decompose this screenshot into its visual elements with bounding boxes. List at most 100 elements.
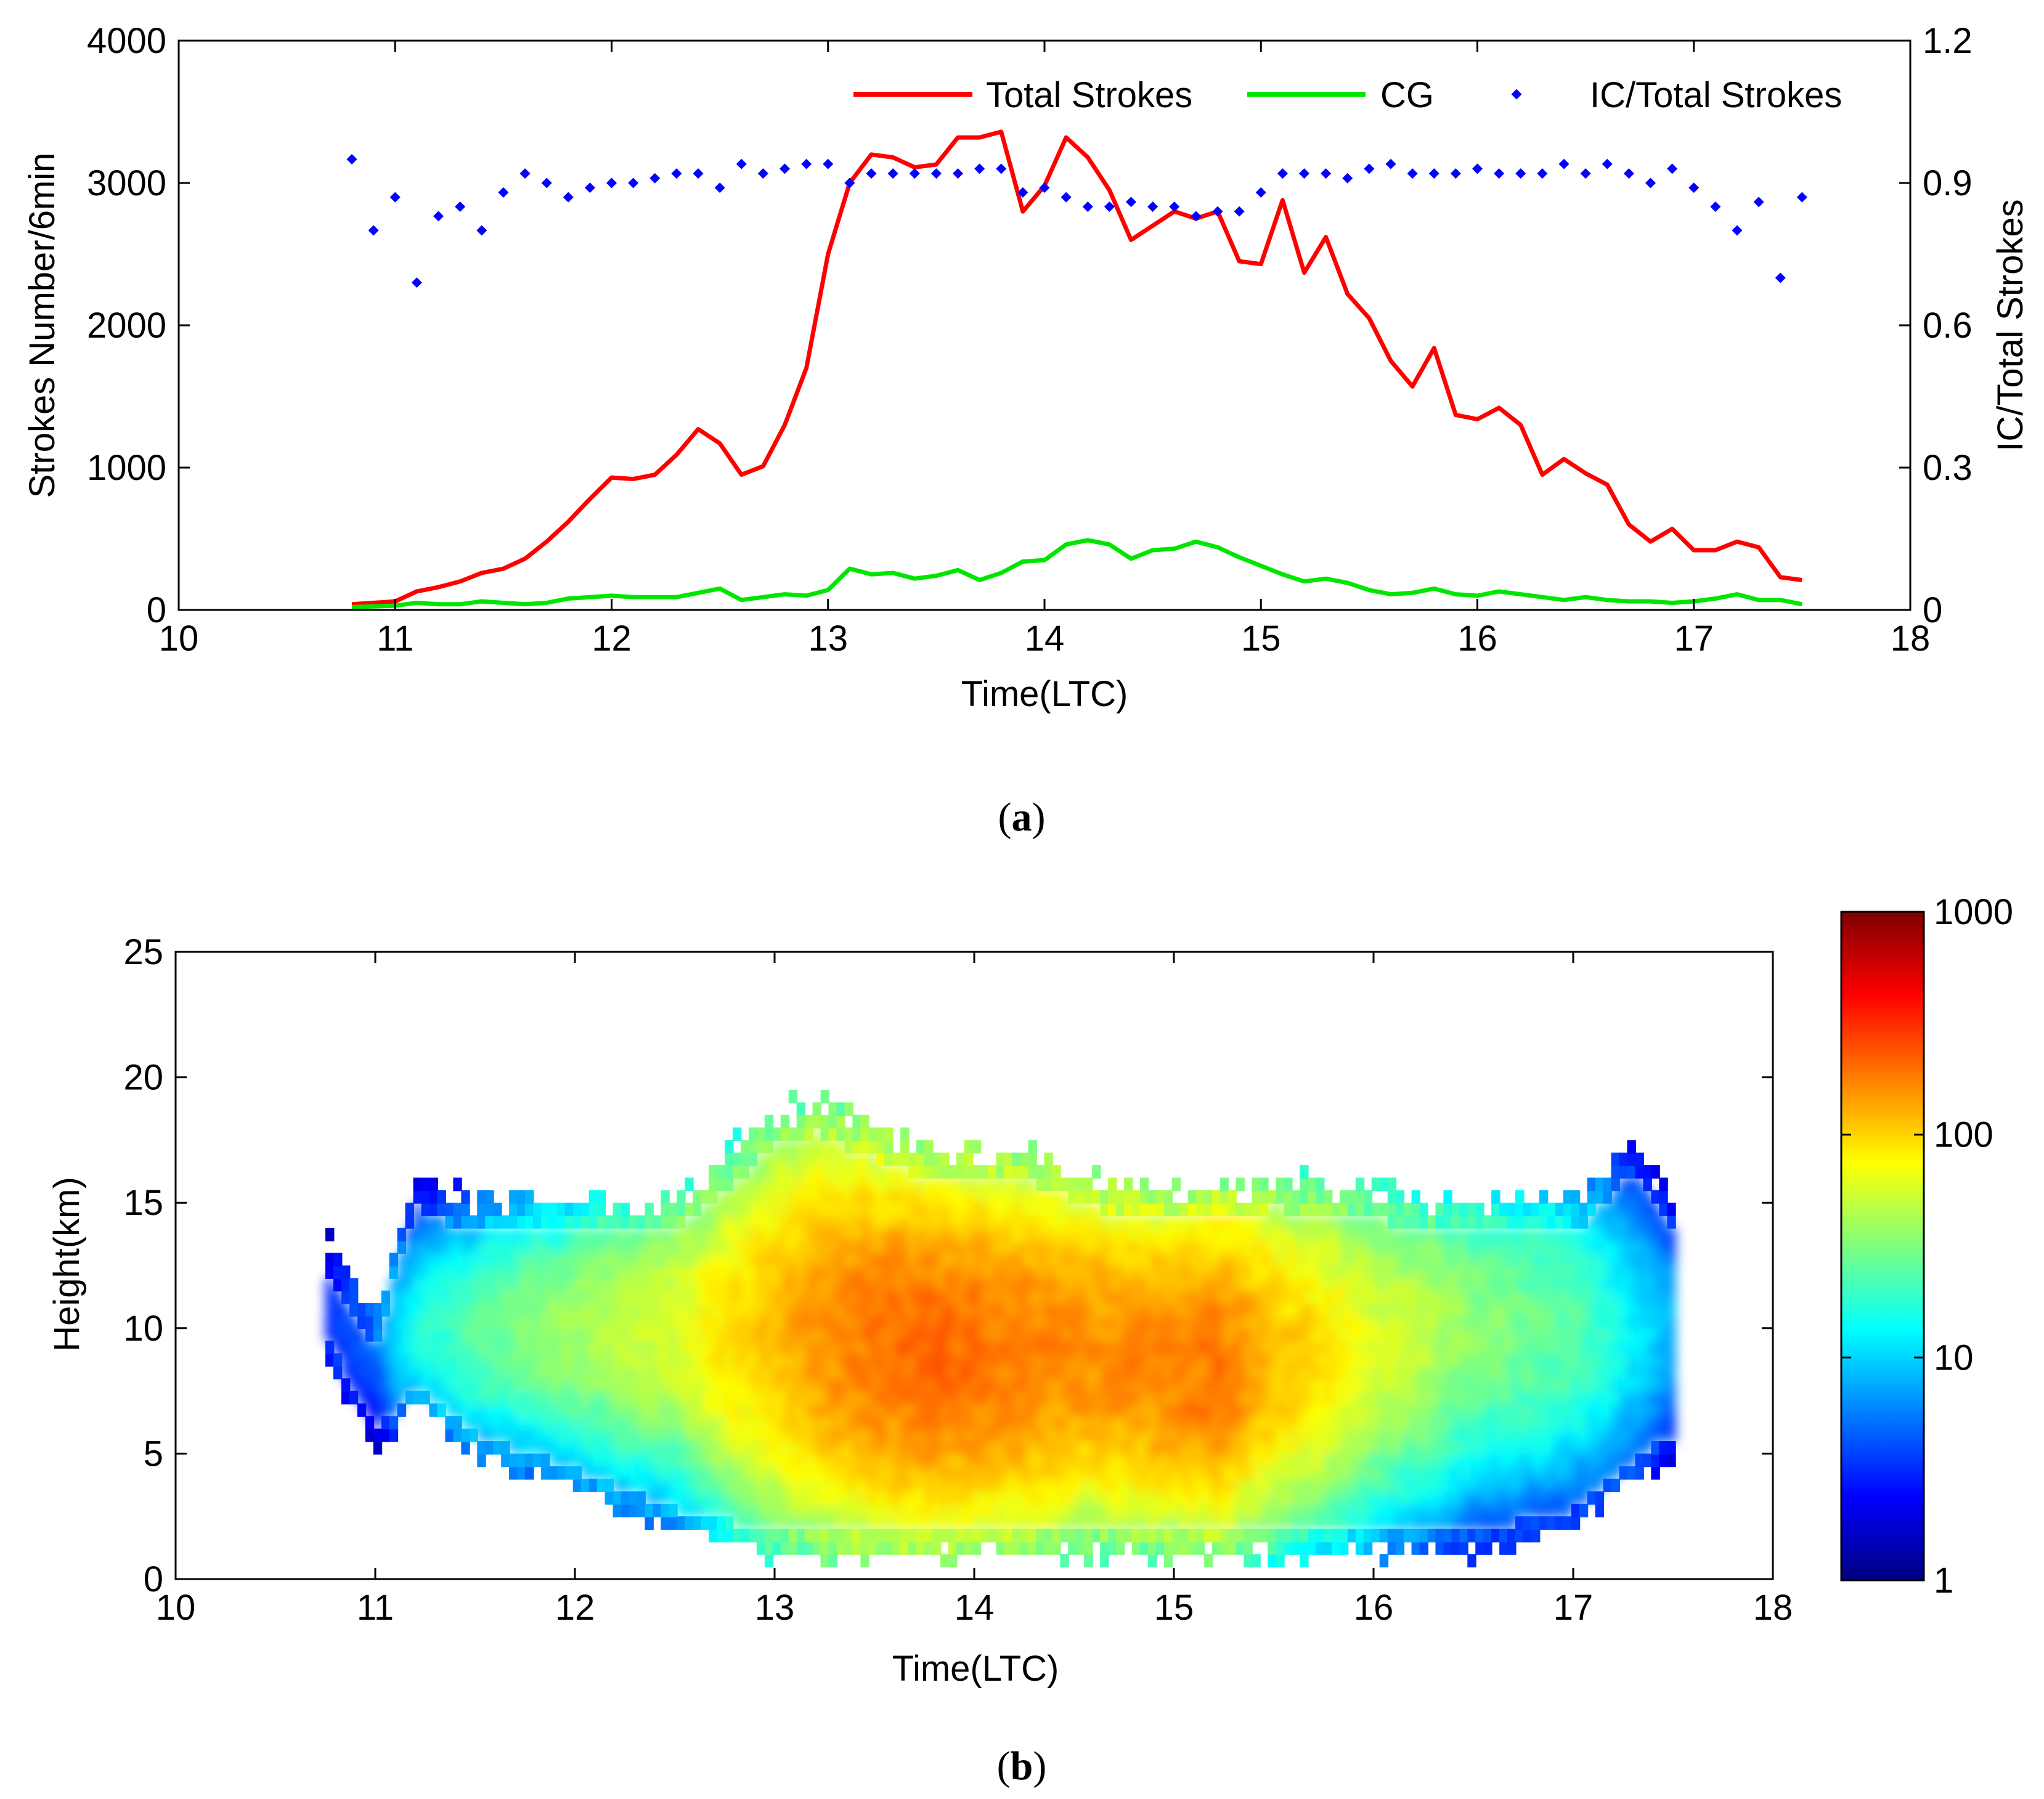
heatmap-cell — [701, 1516, 710, 1530]
panel-b-y-tick-label: 25 — [123, 932, 163, 972]
heatmap-cell — [1467, 1215, 1476, 1229]
heatmap-cell — [740, 1453, 750, 1468]
heatmap-cell — [1284, 1227, 1293, 1241]
heatmap-cell — [1195, 1328, 1205, 1342]
heatmap-cell — [645, 1303, 654, 1317]
heatmap-cell — [1627, 1328, 1636, 1342]
heatmap-cell — [1523, 1378, 1533, 1392]
heatmap-cell — [1635, 1403, 1644, 1417]
heatmap-cell — [461, 1328, 470, 1342]
heatmap-cell — [980, 1315, 990, 1330]
heatmap-cell — [1131, 1453, 1141, 1468]
heatmap-cell — [1355, 1491, 1365, 1505]
heatmap-cell — [540, 1203, 550, 1217]
heatmap-cell — [1139, 1516, 1149, 1530]
heatmap-cell — [900, 1165, 910, 1179]
heatmap-cell — [756, 1453, 766, 1468]
heatmap-cell — [709, 1341, 718, 1355]
heatmap-cell — [1108, 1516, 1117, 1530]
heatmap-cell — [1475, 1529, 1484, 1543]
heatmap-cell — [980, 1503, 990, 1517]
heatmap-cell — [1228, 1391, 1237, 1405]
heatmap-cell — [1475, 1265, 1484, 1279]
heatmap-cell — [860, 1165, 869, 1179]
heatmap-cell — [964, 1315, 974, 1330]
heatmap-cell — [669, 1453, 678, 1468]
heatmap-cell — [517, 1315, 526, 1330]
heatmap-cell — [1244, 1516, 1253, 1530]
heatmap-cell — [1523, 1491, 1533, 1505]
heatmap-cell — [1499, 1403, 1509, 1417]
heatmap-cell — [421, 1253, 430, 1267]
heatmap-cell — [1308, 1441, 1317, 1455]
heatmap-cell — [1316, 1516, 1325, 1530]
heatmap-cell — [1284, 1203, 1293, 1217]
heatmap-cell — [501, 1416, 510, 1430]
heatmap-cell — [1659, 1453, 1668, 1468]
heatmap-cell — [852, 1328, 861, 1342]
heatmap-cell — [1308, 1177, 1317, 1192]
heatmap-cell — [980, 1190, 990, 1204]
heatmap-cell — [852, 1353, 861, 1367]
heatmap-cell — [748, 1453, 758, 1468]
heatmap-cell — [804, 1365, 814, 1379]
heatmap-cell — [1515, 1378, 1525, 1392]
heatmap-cell — [1292, 1240, 1301, 1254]
heatmap-cell — [900, 1491, 910, 1505]
heatmap-cell — [1100, 1265, 1109, 1279]
heatmap-cell — [405, 1341, 415, 1355]
heatmap-cell — [1284, 1215, 1293, 1229]
heatmap-cell — [389, 1391, 399, 1405]
heatmap-cell — [1667, 1203, 1676, 1217]
heatmap-cell — [1339, 1403, 1349, 1417]
heatmap-cell — [1276, 1365, 1285, 1379]
heatmap-cell — [564, 1341, 574, 1355]
heatmap-cell — [1659, 1353, 1668, 1367]
heatmap-cell — [1467, 1227, 1476, 1241]
heatmap-cell — [772, 1378, 782, 1392]
heatmap-cell — [1427, 1328, 1436, 1342]
heatmap-cell — [964, 1479, 974, 1492]
heatmap-cell — [693, 1278, 702, 1292]
heatmap-cell — [397, 1403, 407, 1417]
heatmap-cell — [820, 1328, 829, 1342]
heatmap-cell — [748, 1315, 758, 1330]
heatmap-cell — [1555, 1365, 1565, 1379]
heatmap-cell — [1276, 1265, 1285, 1279]
heatmap-cell — [1171, 1240, 1181, 1254]
heatmap-cell — [1308, 1240, 1317, 1254]
heatmap-cell — [780, 1516, 790, 1530]
heatmap-cell — [1060, 1303, 1069, 1317]
heatmap-cell — [1052, 1441, 1061, 1455]
heatmap-cell — [1219, 1479, 1229, 1492]
heatmap-cell — [341, 1303, 351, 1317]
heatmap-cell — [1028, 1240, 1037, 1254]
heatmap-cell — [1475, 1341, 1484, 1355]
heatmap-cell — [1324, 1240, 1333, 1254]
heatmap-cell — [1155, 1227, 1165, 1241]
heatmap-cell — [1300, 1227, 1309, 1241]
heatmap-cell — [812, 1503, 822, 1517]
heatmap-cell — [1603, 1403, 1613, 1417]
heatmap-cell — [1491, 1278, 1500, 1292]
heatmap-cell — [1387, 1203, 1397, 1217]
heatmap-cell — [717, 1516, 726, 1530]
heatmap-cell — [900, 1378, 910, 1392]
heatmap-cell — [1611, 1353, 1621, 1367]
heatmap-cell — [1076, 1529, 1085, 1543]
heatmap-cell — [1563, 1516, 1573, 1530]
heatmap-cell — [1036, 1479, 1045, 1492]
heatmap-cell — [1475, 1315, 1484, 1330]
heatmap-cell — [1603, 1227, 1613, 1241]
heatmap-cell — [820, 1554, 829, 1568]
heatmap-cell — [1139, 1453, 1149, 1468]
heatmap-cell — [597, 1203, 606, 1217]
heatmap-cell — [1036, 1227, 1045, 1241]
heatmap-cell — [1316, 1328, 1325, 1342]
heatmap-cell — [1316, 1190, 1325, 1204]
heatmap-cell — [597, 1428, 606, 1442]
heatmap-cell — [556, 1453, 566, 1468]
heatmap-cell — [453, 1315, 462, 1330]
heatmap-cell — [469, 1278, 478, 1292]
heatmap-cell — [701, 1503, 710, 1517]
